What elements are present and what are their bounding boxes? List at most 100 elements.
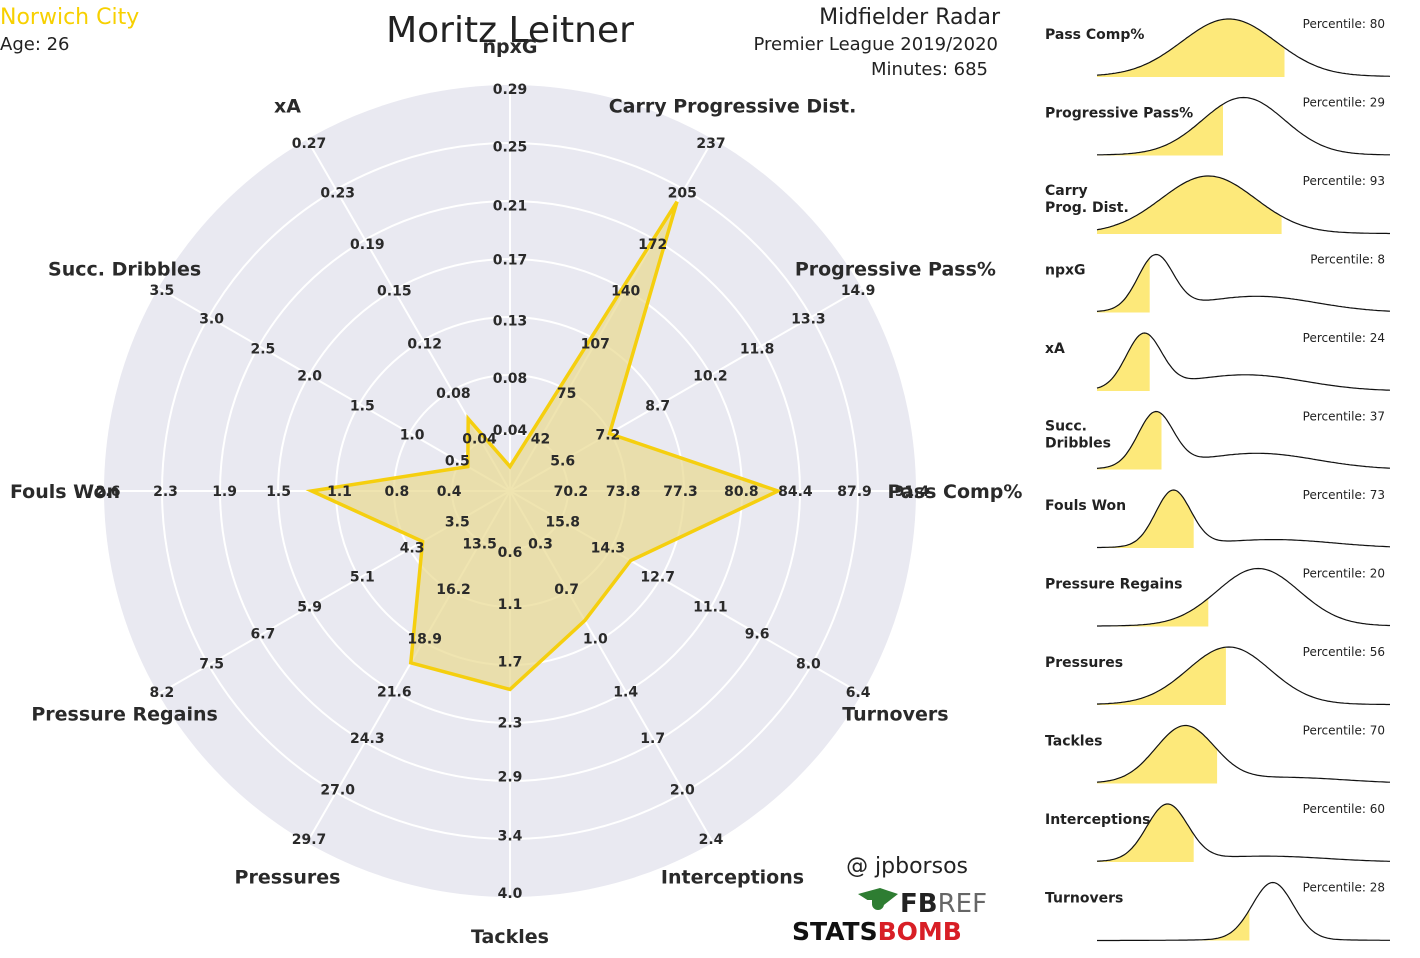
radar-tick-label: 0.04 [493, 423, 528, 439]
radar-tick-label: 84.4 [778, 484, 813, 500]
kde-percentile-fill [1097, 411, 1162, 470]
radar-tick-label: 3.5 [445, 515, 470, 531]
kde-percentile-fill [1097, 725, 1218, 784]
kde-panel: Tackles Percentile: 70 [1045, 724, 1390, 784]
statsbomb-logo: STATSBOMB [792, 917, 962, 946]
svg-text:STATSBOMB: STATSBOMB [792, 917, 962, 946]
kde-percentile-fill [1097, 909, 1250, 941]
radar-tick-label: 14.9 [841, 283, 876, 299]
radar-tick-label: 6.7 [250, 627, 275, 643]
radar-tick-label: 3.0 [199, 312, 224, 328]
kde-percentile-label: Percentile: 60 [1303, 802, 1385, 816]
radar-tick-label: 1.0 [583, 632, 608, 648]
kde-panel: Interceptions Percentile: 60 [1045, 802, 1390, 862]
radar-tick-label: 0.4 [437, 484, 462, 500]
kde-percentile-fill [1097, 490, 1194, 548]
kde-metric-label: Interceptions [1045, 812, 1151, 828]
radar-axis-label: Succ. Dribbles [48, 259, 201, 281]
kde-metric-label: Pressures [1045, 655, 1123, 671]
radar-tick-label: 1.4 [613, 684, 638, 700]
radar-tick-label: 0.13 [493, 314, 528, 330]
radar-tick-label: 0.23 [320, 186, 355, 202]
radar-tick-label: 7.2 [595, 427, 620, 443]
radar-tick-label: 3.4 [498, 829, 523, 845]
radar-tick-label: 0.12 [407, 336, 442, 352]
kde-panel: Pass Comp% Percentile: 80 [1045, 17, 1391, 77]
competition-label: Premier League 2019/2020 [754, 34, 998, 55]
radar-tick-label: 4.3 [400, 541, 425, 557]
radar-tick-label: 77.3 [663, 484, 698, 500]
kde-metric-label: xA [1045, 341, 1065, 357]
radar-tick-label: 4.0 [498, 886, 523, 902]
kde-panel: npxG Percentile: 8 [1045, 253, 1391, 313]
radar-tick-label: 0.17 [493, 253, 528, 269]
radar-tick-label: 0.5 [445, 454, 470, 470]
fbref-icon [858, 888, 898, 910]
radar-axis-label: Turnovers [842, 704, 948, 726]
kde-metric-label: Tackles [1045, 734, 1102, 750]
radar-title: Midfielder Radar [819, 5, 1001, 30]
kde-metric-label: Progressive Pass% [1045, 106, 1193, 122]
radar-tick-label: 1.5 [350, 399, 375, 415]
radar-tick-label: 5.9 [297, 600, 322, 616]
radar-axis-label: Pass Comp% [888, 481, 1023, 503]
radar-tick-label: 12.7 [640, 569, 675, 585]
kde-percentile-label: Percentile: 20 [1303, 567, 1385, 581]
radar-tick-label: 8.7 [645, 399, 670, 415]
radar-tick-label: 2.5 [250, 341, 275, 357]
radar-tick-label: 2.3 [498, 715, 523, 731]
fbref-wordmark-suffix: REF [938, 889, 987, 919]
radar-tick-label: 1.1 [498, 597, 523, 613]
kde-percentile-fill [1097, 104, 1223, 156]
radar-tick-label: 0.04 [462, 431, 497, 447]
radar-tick-label: 13.3 [791, 312, 826, 328]
radar-axis-label: Progressive Pass% [795, 259, 996, 281]
kde-percentile-fill [1097, 19, 1285, 77]
player-name: Moritz Leitner [386, 10, 634, 51]
radar-axis-label: Interceptions [661, 866, 804, 888]
kde-curve [1097, 567, 1390, 627]
kde-curve [1097, 881, 1390, 942]
radar-data-polygon [305, 200, 783, 692]
kde-panel: Succ.Dribbles Percentile: 37 [1045, 410, 1391, 470]
radar-tick-label: 0.6 [498, 545, 523, 561]
radar-tick-label: 1.1 [327, 484, 352, 500]
kde-metric-label: Pass Comp% [1045, 27, 1144, 43]
radar-tick-label: 11.8 [740, 341, 775, 357]
kde-percentile-fill [1097, 598, 1209, 627]
kde-panel: xA Percentile: 24 [1045, 331, 1391, 391]
kde-percentile-fill [1097, 804, 1194, 862]
radar-tick-label: 0.08 [436, 386, 471, 402]
radar-tick-label: 0.3 [528, 537, 553, 553]
radar-tick-label: 205 [668, 186, 697, 202]
radar-tick-label: 1.7 [640, 731, 665, 747]
kde-panel: Turnovers Percentile: 28 [1045, 881, 1390, 942]
statsbomb-wordmark-suffix: BOMB [878, 917, 962, 946]
radar-spoke [157, 287, 511, 492]
radar-tick-label: 172 [638, 237, 667, 253]
minutes-label: Minutes: 685 [871, 59, 988, 80]
radar-tick-label: 91.4 [895, 484, 930, 500]
radar-tick-label: 13.5 [462, 537, 497, 553]
radar-axis-label: Pressure Regains [31, 704, 217, 726]
kde-panel: Fouls Won Percentile: 73 [1045, 488, 1391, 549]
statsbomb-wordmark-prefix: STATS [792, 917, 878, 946]
kde-percentile-label: Percentile: 29 [1303, 96, 1385, 110]
radar-tick-label: 18.9 [407, 632, 442, 648]
radar-tick-label: 2.0 [670, 782, 695, 798]
kde-curve [1096, 332, 1391, 391]
kde-curve [1096, 410, 1391, 469]
radar-tick-label: 5.1 [350, 569, 375, 585]
radar-tick-label: 15.8 [545, 515, 580, 531]
kde-metric-label: Turnovers [1045, 891, 1123, 907]
kde-curve [1097, 646, 1390, 706]
radar-tick-label: 29.7 [292, 832, 327, 848]
kde-percentile-label: Percentile: 56 [1303, 645, 1385, 659]
radar-chart: 0.04 0.08 0.13 0.17 0.21 0.25 0.29 42 75 107 140 17… [10, 36, 1023, 948]
radar-tick-label: 7.5 [199, 656, 224, 672]
kde-curve [1096, 175, 1390, 235]
radar-tick-label: 2.4 [699, 832, 724, 848]
kde-percentile-label: Percentile: 73 [1303, 488, 1385, 502]
radar-tick-label: 24.3 [350, 731, 385, 747]
